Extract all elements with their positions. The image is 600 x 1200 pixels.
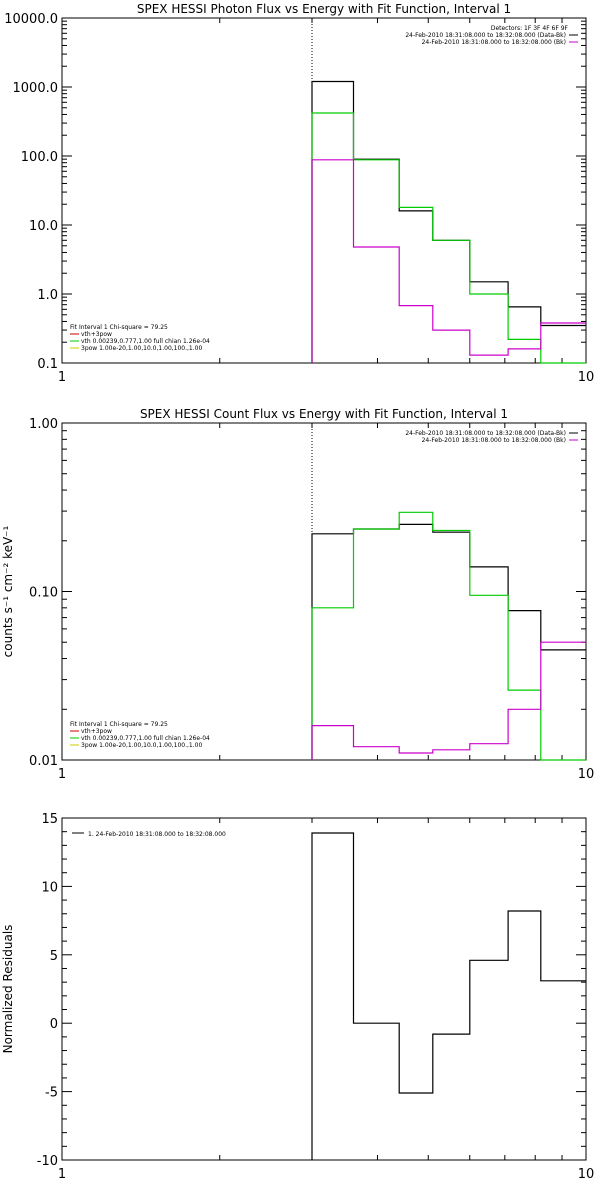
y-axis-label: counts s⁻¹ cm⁻² keV⁻¹ (1, 525, 15, 657)
plot-frame (61, 817, 587, 1161)
y-tick-label: 5 (50, 949, 58, 964)
chart-title: SPEX HESSI Photon Flux vs Energy with Fi… (137, 2, 511, 16)
chart-title: SPEX HESSI Count Flux vs Energy with Fit… (140, 407, 508, 421)
y-tick-label: 10000.0 (4, 12, 58, 27)
series-2-histogram (311, 159, 586, 363)
x-tick-label: 1 (58, 1167, 66, 1182)
legend-entry: 1. 24-Feb-2010 18:31:08.000 to 18:32:08.… (88, 831, 226, 838)
series-0-histogram (311, 832, 586, 1160)
fit-legend-entry: vth 0.00239,0.777,1.00 full chian 1.26e-… (81, 735, 210, 742)
fit-legend-header: Fit Interval 1 Chi-square = 79.25 (70, 324, 168, 331)
plot-frame (61, 422, 587, 761)
y-tick-label: 1.0 (37, 288, 58, 303)
fit-legend-entry: vth+3pow (81, 728, 112, 735)
series-1-histogram (311, 511, 586, 761)
x-tick-label: 10 (578, 767, 595, 782)
x-tick-label: 1 (58, 370, 66, 385)
plot-frame (61, 17, 587, 364)
legend-entry: 24-Feb-2010 18:31:08.000 to 18:32:08.000… (422, 437, 566, 444)
fit-legend-entry: vth+3pow (81, 331, 112, 338)
y-tick-label: 1000.0 (13, 81, 59, 96)
x-tick-label: 1 (58, 767, 66, 782)
series-1-histogram (311, 112, 586, 364)
y-tick-label: -5 (45, 1086, 58, 1101)
legend-entry: 24-Feb-2010 18:31:08.000 to 18:32:08.000… (405, 430, 566, 437)
fit-legend-header: Fit Interval 1 Chi-square = 79.25 (70, 721, 168, 728)
fit-legend-entry: 3pow 1.00e-20,1.00,10.0,1.00,100.,1.00 (81, 742, 202, 749)
fit-legend-entry: 3pow 1.00e-20,1.00,10.0,1.00,100.,1.00 (81, 345, 202, 352)
legend-entry: 24-Feb-2010 18:31:08.000 to 18:32:08.000… (422, 39, 566, 46)
y-tick-label: 0 (50, 1017, 58, 1032)
y-tick-label: 10.0 (29, 219, 58, 234)
y-tick-label: -10 (37, 1154, 58, 1169)
y-tick-label: 1.00 (29, 417, 58, 432)
y-tick-label: 0.1 (37, 357, 58, 372)
fit-legend-entry: vth 0.00239,0.777,1.00 full chian 1.26e-… (81, 338, 210, 345)
y-tick-label: 15 (41, 812, 58, 827)
series-2-histogram (311, 641, 586, 760)
y-tick-label: 100.0 (21, 150, 58, 165)
x-tick-label: 10 (578, 1167, 595, 1182)
legend-entry: 24-Feb-2010 18:31:08.000 to 18:32:08.000… (405, 32, 566, 39)
y-tick-label: 10 (41, 880, 58, 895)
x-tick-label: 10 (578, 370, 595, 385)
y-tick-label: 0.10 (29, 586, 58, 601)
y-tick-label: 0.01 (29, 754, 58, 769)
y-axis-label: Normalized Residuals (1, 925, 15, 1054)
legend-entry: Detectors: 1F 3F 4F 6F 9F (491, 25, 569, 32)
